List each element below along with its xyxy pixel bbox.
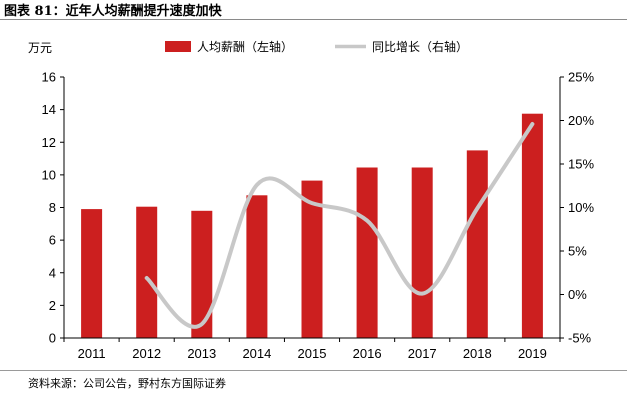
figure-title: 图表 81：近年人均薪酬提升速度加快 bbox=[4, 4, 222, 19]
x-tick-label: 2016 bbox=[353, 346, 382, 361]
right-tick-label: -5% bbox=[568, 331, 592, 346]
chart-svg: 人均薪酬（左轴） 同比增长（右轴） 万元 0 2 4 6 8 10 12 14 16 -5% 0% 5… bbox=[28, 39, 595, 362]
left-tick-label: 2 bbox=[49, 298, 56, 313]
left-tick-label: 4 bbox=[49, 265, 56, 280]
x-tick-label: 2011 bbox=[78, 346, 106, 361]
right-tick-label: 10% bbox=[568, 200, 594, 215]
right-tick-label: 5% bbox=[568, 244, 587, 259]
left-tick-label: 14 bbox=[42, 102, 56, 117]
bar-2014 bbox=[246, 195, 268, 338]
right-tick-label: 20% bbox=[568, 113, 594, 128]
legend-swatch-bar bbox=[165, 41, 191, 52]
left-tick-label: 6 bbox=[49, 233, 56, 248]
bar-2016 bbox=[356, 167, 378, 338]
bar-2015 bbox=[301, 180, 323, 338]
left-tick-label: 16 bbox=[42, 70, 56, 85]
bar-2019 bbox=[521, 113, 543, 338]
source-divider bbox=[0, 370, 627, 371]
bar-2013 bbox=[191, 210, 213, 338]
legend-label-bar: 人均薪酬（左轴） bbox=[197, 39, 293, 54]
x-tick-label: 2015 bbox=[298, 346, 327, 361]
legend: 人均薪酬（左轴） 同比增长（右轴） bbox=[165, 39, 468, 54]
x-tick-label: 2019 bbox=[518, 346, 547, 361]
left-tick-label: 0 bbox=[49, 331, 56, 346]
axes: 0 2 4 6 8 10 12 14 16 -5% 0% 5% 10% 15% 20% 25% 2011 2012… bbox=[42, 70, 595, 362]
right-tick-label: 25% bbox=[568, 70, 594, 85]
left-tick-label: 10 bbox=[42, 167, 56, 182]
bar-2012 bbox=[136, 206, 158, 338]
left-tick-label: 8 bbox=[49, 200, 56, 215]
bar-2018 bbox=[466, 150, 488, 338]
source-note: 资料来源：公司公告，野村东方国际证券 bbox=[28, 377, 226, 390]
bar-2011 bbox=[81, 209, 103, 338]
x-tick-label: 2013 bbox=[187, 346, 216, 361]
left-axis-unit: 万元 bbox=[28, 41, 52, 55]
bar-2017 bbox=[411, 167, 433, 338]
x-tick-label: 2017 bbox=[408, 346, 437, 361]
x-tick-label: 2014 bbox=[242, 346, 271, 361]
title-divider bbox=[0, 19, 627, 20]
right-tick-label: 15% bbox=[568, 157, 594, 172]
growth-line bbox=[144, 122, 535, 329]
right-tick-label: 0% bbox=[568, 287, 587, 302]
left-tick-label: 12 bbox=[42, 135, 56, 150]
line-series bbox=[144, 122, 535, 329]
x-tick-label: 2012 bbox=[132, 346, 161, 361]
bar-series bbox=[81, 113, 543, 338]
x-tick-label: 2018 bbox=[463, 346, 492, 361]
legend-label-line: 同比增长（右轴） bbox=[372, 39, 468, 54]
